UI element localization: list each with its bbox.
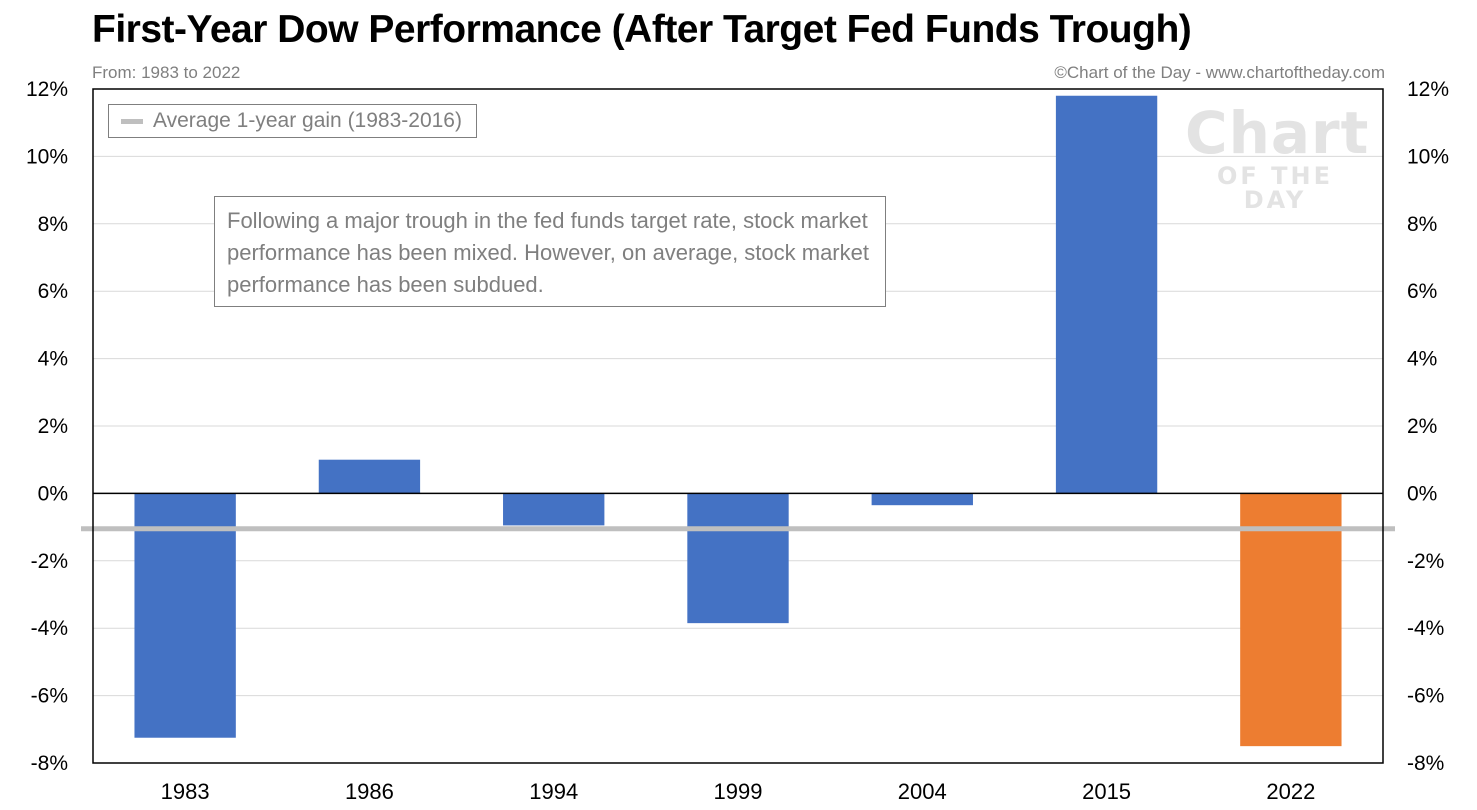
chart-annotation: Following a major trough in the fed fund… [214, 196, 886, 307]
plot-area-border [92, 88, 1384, 764]
bar [503, 493, 605, 526]
y-tick-label: 0% [38, 482, 68, 505]
bar [687, 493, 789, 624]
bar [1055, 95, 1158, 494]
x-tick-label: 1983 [161, 779, 210, 804]
x-tick-label: 2022 [1266, 779, 1315, 804]
y2-tick-label: -6% [1407, 685, 1444, 708]
legend-swatch-average [121, 118, 143, 124]
y2-tick-label: -2% [1407, 550, 1444, 573]
x-tick-label: 1999 [714, 779, 763, 804]
x-tick-label: 2015 [1082, 779, 1131, 804]
chart-credit: ©Chart of the Day - www.chartoftheday.co… [1054, 63, 1385, 82]
y-tick-label: -4% [31, 617, 68, 640]
bar [318, 459, 421, 494]
y2-tick-label: 2% [1407, 415, 1437, 438]
y2-tick-label: 0% [1407, 482, 1437, 505]
legend-label-average: Average 1-year gain (1983-2016) [153, 109, 462, 132]
y2-tick-label: 4% [1407, 348, 1437, 371]
y2-tick-label: 8% [1407, 213, 1437, 236]
y2-tick-label: 10% [1407, 145, 1449, 168]
chart-legend: Average 1-year gain (1983-2016) [108, 104, 477, 138]
bar [1240, 493, 1342, 747]
chart-title: First-Year Dow Performance (After Target… [92, 8, 1192, 51]
y-tick-label: 12% [26, 78, 68, 101]
y-tick-label: -6% [31, 685, 68, 708]
x-tick-label: 2004 [898, 779, 947, 804]
y-tick-label: 4% [38, 348, 68, 371]
y-tick-label: 10% [26, 145, 68, 168]
y2-tick-label: -4% [1407, 617, 1444, 640]
y2-tick-label: -8% [1407, 752, 1444, 775]
y-tick-label: 6% [38, 280, 68, 303]
y2-tick-label: 6% [1407, 280, 1437, 303]
watermark-logo: Chart OF THE DAY [1185, 99, 1370, 214]
chart-subtitle: From: 1983 to 2022 [92, 63, 241, 82]
y-tick-label: 8% [38, 213, 68, 236]
y2-tick-label: 12% [1407, 78, 1449, 101]
bar [871, 493, 973, 506]
x-tick-label: 1986 [345, 779, 394, 804]
y-tick-label: 2% [38, 415, 68, 438]
bar [134, 493, 236, 738]
y-tick-label: -8% [31, 752, 68, 775]
y-tick-label: -2% [31, 550, 68, 573]
x-tick-label: 1994 [529, 779, 578, 804]
